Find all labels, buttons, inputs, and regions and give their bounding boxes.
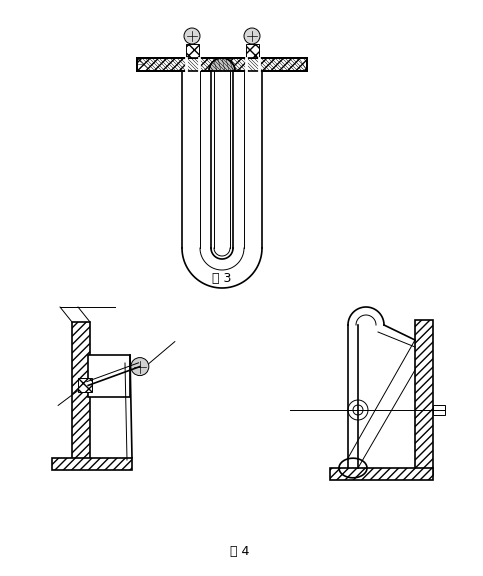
Bar: [137, 58, 307, 71]
Bar: [185, 44, 199, 58]
Bar: [245, 57, 258, 72]
Bar: [88, 355, 130, 397]
Text: 图 4: 图 4: [230, 545, 250, 558]
Bar: [330, 468, 433, 480]
Circle shape: [244, 28, 260, 44]
Circle shape: [131, 358, 149, 376]
Bar: [415, 320, 433, 475]
Wedge shape: [209, 58, 235, 71]
Circle shape: [184, 28, 200, 44]
Bar: [72, 322, 90, 462]
Bar: [52, 458, 132, 470]
Bar: [211, 71, 233, 237]
Bar: [137, 58, 307, 71]
Bar: [433, 405, 445, 415]
Bar: [185, 57, 199, 72]
Bar: [245, 44, 258, 58]
Circle shape: [348, 400, 368, 420]
Circle shape: [353, 405, 363, 415]
Text: 图 3: 图 3: [213, 272, 232, 285]
Bar: [78, 378, 92, 392]
